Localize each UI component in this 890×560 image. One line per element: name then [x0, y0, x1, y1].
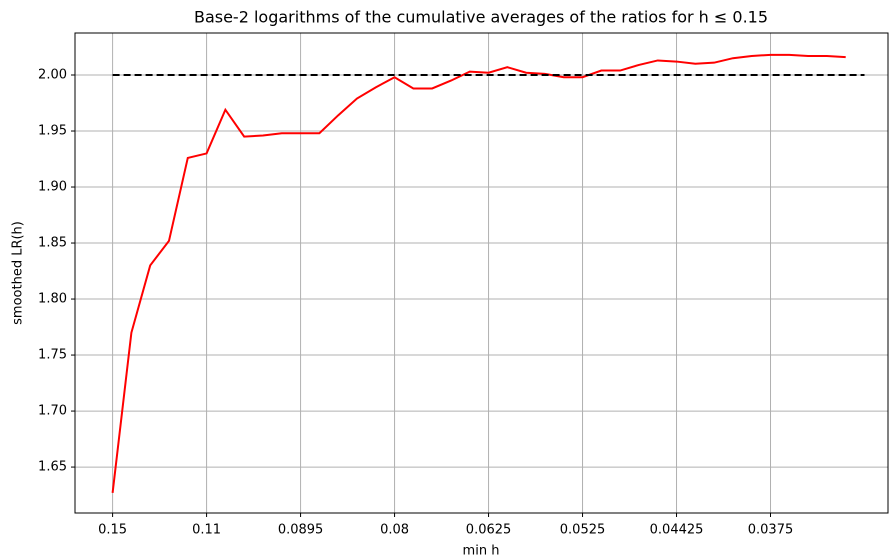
x-tick-label: 0.0525	[560, 523, 606, 538]
x-tick-label: 0.08	[380, 523, 409, 538]
y-tick-label: 1.80	[38, 292, 67, 307]
x-axis-label: min h	[463, 544, 500, 559]
chart-title: Base-2 logarithms of the cumulative aver…	[194, 8, 768, 27]
y-tick-label: 2.00	[38, 68, 67, 83]
y-tick-label: 1.85	[38, 236, 67, 251]
y-tick-label: 1.95	[38, 124, 67, 139]
plot-frame	[74, 32, 889, 514]
y-tick-label: 1.65	[38, 460, 67, 475]
x-tick-label: 0.11	[192, 523, 221, 538]
x-tick-label: 0.0895	[278, 523, 324, 538]
x-tick-label: 0.0375	[748, 523, 794, 538]
y-tick-label: 1.70	[38, 404, 67, 419]
series-line	[111, 53, 846, 493]
x-tick-label: 0.0625	[466, 523, 512, 538]
y-tick-label: 1.75	[38, 348, 67, 363]
x-tick-label: 0.15	[98, 523, 127, 538]
x-tick-label: 0.04425	[650, 523, 704, 538]
y-tick-label: 1.90	[38, 180, 67, 195]
y-axis-label: smoothed LR(h)	[11, 221, 26, 325]
